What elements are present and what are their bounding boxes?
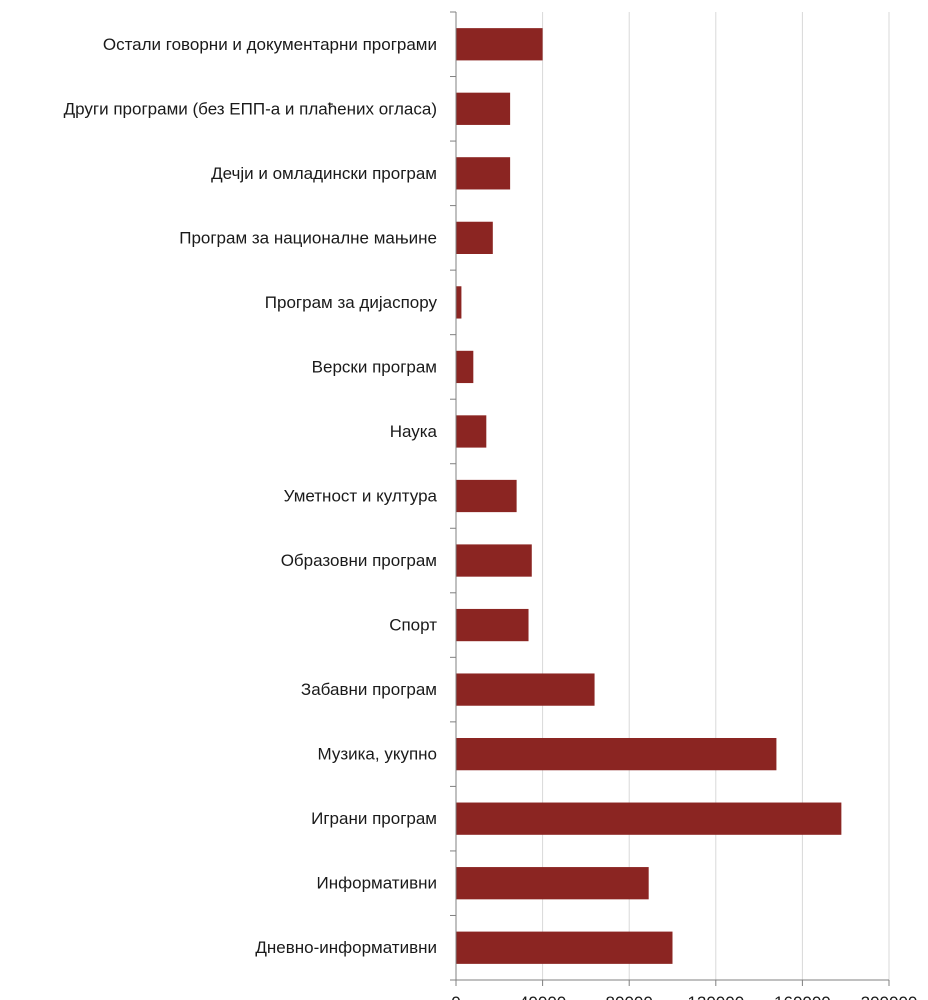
bar [456, 673, 595, 706]
category-labels: Остали говорни и документарни програми Др… [64, 35, 438, 957]
bar [456, 415, 487, 448]
bar [456, 544, 532, 577]
bar [456, 738, 777, 771]
category-label: Остали говорни и документарни програми [103, 35, 437, 54]
bar [456, 608, 529, 642]
bar [456, 286, 462, 319]
category-label: Музика, укупно [317, 745, 437, 764]
bar [456, 157, 511, 190]
bar [456, 931, 673, 964]
category-label: Спорт [389, 616, 437, 635]
category-label: Информативни [317, 874, 437, 893]
category-label: Дечји и омладински програм [211, 164, 437, 183]
category-label: Други програми (без ЕПП-а и плаћених огл… [64, 99, 437, 118]
x-tick-label: 80000 [606, 993, 653, 1000]
category-label: Наука [390, 422, 438, 441]
bar [456, 350, 474, 384]
x-tick-labels: 0 40000 80000 120000 160000 200000 [451, 993, 917, 1000]
category-label: Образовни програм [281, 551, 437, 570]
category-label: Програм за дијаспору [265, 293, 438, 312]
category-label: Играни програм [311, 809, 437, 828]
x-tick-label: 0 [451, 993, 460, 1000]
bar [456, 802, 842, 835]
x-tick-label: 120000 [687, 993, 744, 1000]
x-tick-label: 200000 [861, 993, 918, 1000]
bar [456, 479, 517, 513]
axes [450, 11, 890, 986]
x-tick-label: 40000 [519, 993, 566, 1000]
category-label: Верски програм [312, 357, 437, 376]
bar [456, 28, 543, 61]
bar [456, 92, 511, 125]
bars [456, 28, 842, 964]
category-label: Дневно-информативни [255, 938, 437, 957]
bar [456, 221, 493, 254]
bar [456, 867, 649, 900]
x-tick-label: 160000 [774, 993, 831, 1000]
category-label: Програм за националне мањине [179, 228, 437, 247]
category-label: Уметност и култура [284, 487, 438, 506]
category-label: Забавни програм [301, 680, 437, 699]
